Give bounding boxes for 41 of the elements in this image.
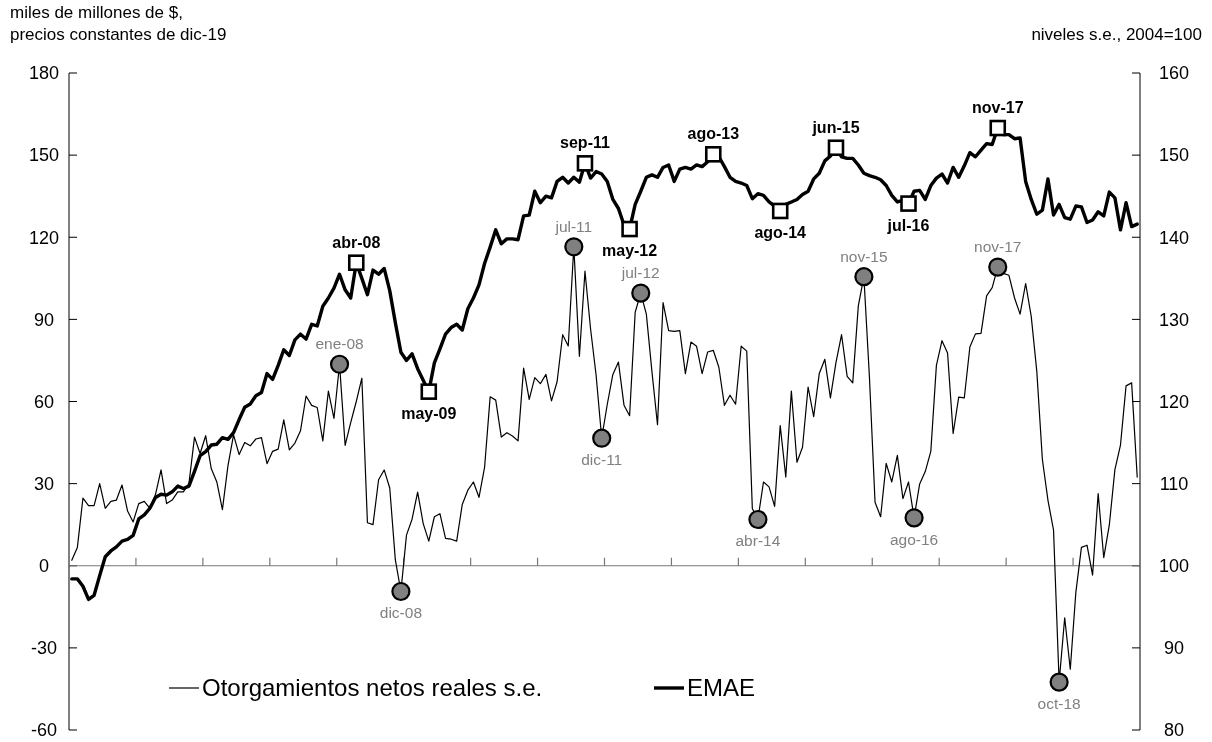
legend-label: EMAE	[687, 674, 756, 702]
y2-tick-label: 100	[1158, 556, 1190, 577]
y2-tick-label: 120	[1158, 391, 1190, 412]
y2-tick-label: 150	[1158, 145, 1190, 166]
y2-axis-title: niveles s.e., 2004=100	[1031, 25, 1202, 44]
y-tick-label: 180	[28, 63, 60, 84]
data-label: jun-15	[811, 118, 860, 136]
y2-tick-label: 90	[1163, 638, 1185, 659]
data-label: ago-14	[754, 223, 807, 241]
annotation: jul-11	[554, 217, 593, 235]
data-label: may-12	[602, 242, 658, 260]
y2-tick-label: 110	[1159, 473, 1189, 494]
annotation: dic-11	[581, 451, 623, 469]
annotation: jul-12	[620, 264, 660, 282]
y2-tick-label: 160	[1158, 63, 1190, 84]
y-tick-label: -60	[30, 720, 58, 741]
annotation: oct-18	[1037, 695, 1081, 713]
data-label: abr-08	[332, 233, 381, 251]
data-label: jul-16	[886, 216, 930, 234]
data-label: ago-13	[687, 125, 740, 143]
y-tick-label: 120	[28, 227, 60, 248]
data-label: nov-17	[971, 99, 1024, 117]
data-label: sep-11	[560, 134, 610, 152]
y-tick-label: -30	[30, 638, 58, 659]
annotation: nov-17	[974, 238, 1022, 256]
annotation: nov-15	[840, 247, 888, 265]
annotation: dic-08	[379, 604, 423, 622]
annotation: ago-16	[889, 530, 939, 548]
y-tick-label: 0	[38, 556, 50, 577]
y-tick-label: 30	[33, 473, 55, 494]
y2-tick-label: 80	[1163, 720, 1185, 741]
y2-tick-label: 130	[1158, 309, 1190, 330]
y2-tick-label: 140	[1158, 227, 1190, 248]
y-axis-title: miles de millones de $, precios constantes de dic-19	[10, 3, 227, 44]
annotation: ene-08	[315, 335, 364, 353]
y-tick-label: 90	[33, 309, 55, 330]
annotation: abr-14	[735, 532, 781, 550]
legend-label: Otorgamientos netos reales s.e.	[202, 674, 543, 702]
data-label: may-09	[401, 404, 457, 422]
y-tick-label: 60	[33, 391, 55, 412]
y-tick-label: 150	[28, 145, 60, 166]
